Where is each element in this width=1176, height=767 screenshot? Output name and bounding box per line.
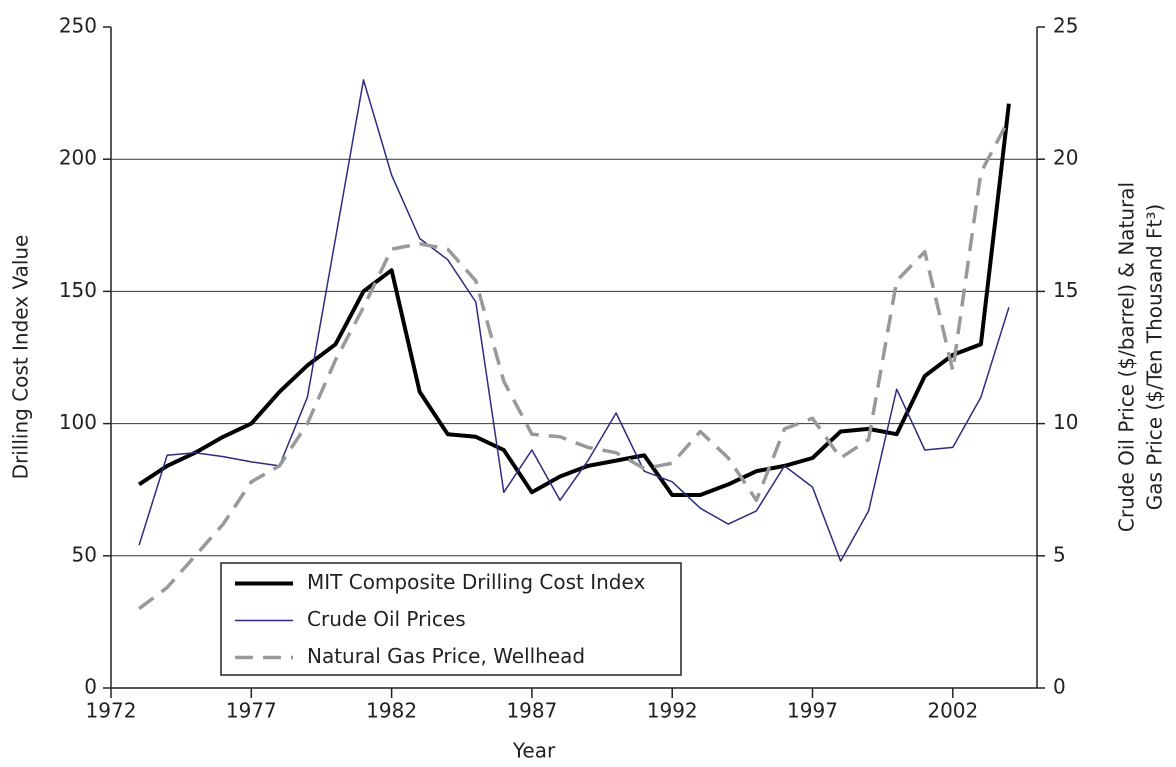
y2-tick-label: 20 bbox=[1053, 146, 1078, 170]
y2-axis-title: Gas Price ($/Ten Thousand Ft³) bbox=[1143, 204, 1167, 510]
x-tick-label: 1982 bbox=[366, 699, 417, 723]
legend-label: Crude Oil Prices bbox=[307, 607, 466, 631]
legend: MIT Composite Drilling Cost Index Crude O… bbox=[220, 562, 682, 676]
y-tick-label: 150 bbox=[59, 278, 97, 302]
y2-axis-title: Crude Oil Price ($/barrel) & Natural bbox=[1115, 182, 1139, 532]
series-line bbox=[138, 79, 1010, 562]
x-axis-title: Year bbox=[512, 739, 556, 763]
y2-tick-label: 10 bbox=[1053, 410, 1078, 434]
series-line bbox=[138, 118, 1011, 611]
x-tick-label: 1997 bbox=[787, 699, 838, 723]
y2-tick-label: 0 bbox=[1053, 675, 1066, 699]
y2-tick-label: 15 bbox=[1053, 278, 1078, 302]
x-tick-label: 1977 bbox=[226, 699, 277, 723]
y-axis-title: Drilling Cost Index Value bbox=[9, 235, 33, 480]
legend-box bbox=[220, 562, 682, 676]
x-tick-label: 1987 bbox=[506, 699, 557, 723]
y-tick-label: 0 bbox=[84, 675, 97, 699]
x-tick-label: 1992 bbox=[647, 699, 698, 723]
x-tick-label: 2002 bbox=[927, 699, 978, 723]
y-tick-label: 200 bbox=[59, 146, 97, 170]
x-tick-label: 1972 bbox=[86, 699, 137, 723]
legend-label: MIT Composite Drilling Cost Index bbox=[307, 570, 645, 594]
series-line bbox=[137, 103, 1011, 497]
y2-tick-label: 25 bbox=[1053, 14, 1078, 38]
y-tick-label: 100 bbox=[59, 410, 97, 434]
legend-label: Natural Gas Price, Wellhead bbox=[307, 644, 585, 668]
y-tick-label: 250 bbox=[59, 14, 97, 38]
y-tick-label: 50 bbox=[72, 542, 97, 566]
y2-tick-label: 5 bbox=[1053, 542, 1066, 566]
